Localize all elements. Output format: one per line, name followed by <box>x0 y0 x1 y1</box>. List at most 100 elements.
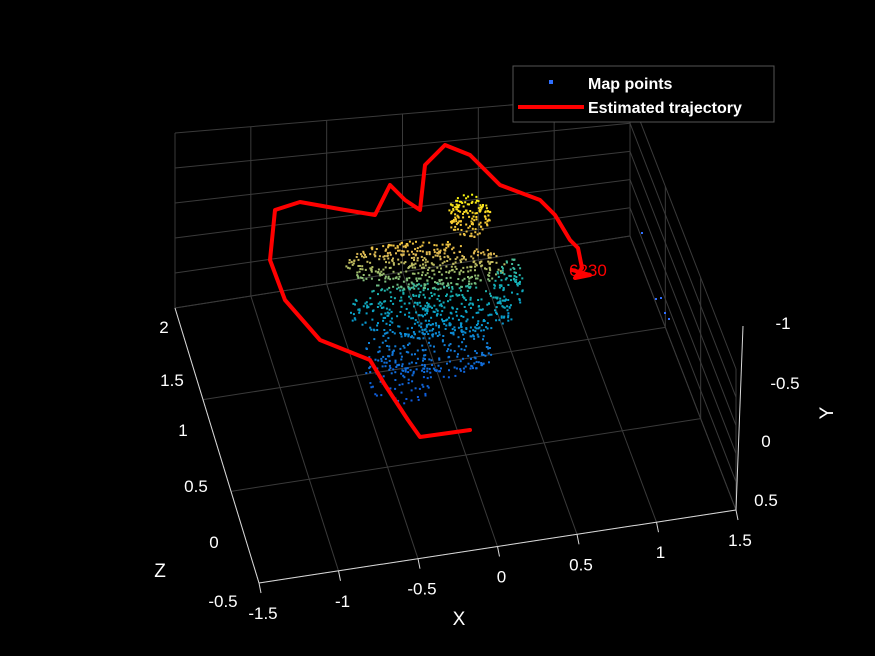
map-point <box>426 272 429 275</box>
map-point <box>400 358 403 361</box>
map-point <box>481 228 484 231</box>
map-point <box>495 319 498 322</box>
map-point <box>455 283 458 286</box>
map-point <box>438 250 441 253</box>
map-point <box>417 283 420 286</box>
map-point <box>432 263 435 266</box>
map-point <box>500 284 503 287</box>
map-point <box>490 253 493 256</box>
map-point <box>419 264 422 267</box>
map-point <box>498 284 501 287</box>
map-point <box>433 304 436 307</box>
map-point <box>460 289 462 292</box>
map-point <box>436 298 439 301</box>
map-point <box>364 268 367 271</box>
map-point <box>443 252 446 255</box>
map-point <box>498 319 501 322</box>
map-point <box>456 199 459 202</box>
map-point <box>477 361 480 364</box>
map-point <box>445 265 448 268</box>
map-point <box>422 333 425 336</box>
map-point <box>431 287 434 290</box>
map-point <box>423 333 426 336</box>
map-point <box>433 311 436 313</box>
map-point <box>486 303 489 306</box>
map-point <box>415 253 418 256</box>
map-point <box>501 322 504 325</box>
map-point <box>427 269 430 271</box>
map-point <box>423 328 426 331</box>
map-point <box>500 271 503 274</box>
map-point <box>439 264 442 267</box>
map-point <box>490 327 493 330</box>
map-point <box>385 322 388 325</box>
map-point <box>506 305 509 308</box>
map-point <box>474 269 476 272</box>
map-point <box>484 354 487 357</box>
map-point <box>382 375 385 378</box>
map-point <box>424 258 427 261</box>
map-point <box>427 304 430 307</box>
map-point <box>419 250 422 252</box>
map-point <box>414 301 416 304</box>
map-point <box>462 315 465 318</box>
map-point <box>451 220 454 222</box>
map-point <box>449 349 452 352</box>
map-point <box>468 203 470 206</box>
map-point <box>422 357 425 360</box>
map-point <box>455 220 458 223</box>
map-point <box>426 282 429 285</box>
map-point <box>421 328 424 331</box>
map-point <box>429 371 432 374</box>
map-point <box>511 291 513 294</box>
map-point <box>441 283 444 286</box>
map-point <box>370 269 373 272</box>
map-point <box>497 301 500 304</box>
map-point <box>506 309 509 312</box>
map-point <box>499 297 502 300</box>
map-point <box>451 307 454 310</box>
map-point <box>500 316 503 319</box>
map-point <box>450 282 453 285</box>
map-point <box>459 259 462 262</box>
map-point <box>469 298 472 301</box>
map-point <box>477 335 480 338</box>
map-point <box>445 324 448 327</box>
map-point <box>352 302 355 305</box>
map-point <box>423 365 426 368</box>
map-point <box>422 376 425 379</box>
map-point <box>422 293 425 296</box>
map-point <box>462 212 464 215</box>
map-point <box>400 333 403 336</box>
map-point <box>448 286 450 289</box>
map-point <box>469 269 472 272</box>
map-point <box>388 359 391 362</box>
map-point <box>475 311 478 314</box>
map-point <box>436 266 439 269</box>
map-point <box>451 328 454 331</box>
map-point <box>455 293 458 296</box>
map-point <box>428 276 431 278</box>
map-point <box>401 365 404 368</box>
map-point <box>457 326 460 329</box>
map-point <box>454 265 457 268</box>
map-point <box>465 285 468 288</box>
map-point <box>383 289 386 292</box>
map-point <box>450 212 453 215</box>
map-point <box>641 232 643 234</box>
map-point <box>464 201 467 204</box>
map-point <box>374 270 377 273</box>
gridline-z-side <box>629 235 737 511</box>
map-point <box>365 301 368 304</box>
map-point <box>515 278 518 281</box>
z-tick-label: -0.5 <box>208 592 237 611</box>
map-point <box>429 376 432 379</box>
map-point <box>494 296 497 299</box>
map-point <box>416 303 419 306</box>
map-point <box>441 262 444 265</box>
map-point <box>387 246 390 249</box>
map-point <box>435 314 438 317</box>
map-point <box>361 255 363 258</box>
map-point <box>489 261 492 264</box>
map-point <box>471 227 474 230</box>
